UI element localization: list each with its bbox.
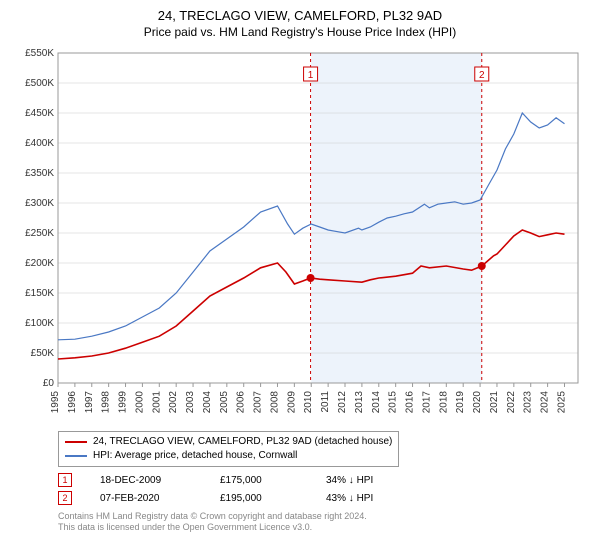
sale-marker: 2	[58, 491, 72, 505]
x-tick-label: 2013	[354, 391, 365, 414]
legend-item: HPI: Average price, detached house, Corn…	[65, 449, 392, 463]
legend-label: HPI: Average price, detached house, Corn…	[93, 449, 297, 463]
legend: 24, TRECLAGO VIEW, CAMELFORD, PL32 9AD (…	[58, 431, 399, 467]
x-tick-label: 2006	[236, 391, 247, 414]
y-tick-label: £350K	[25, 168, 54, 179]
y-tick-label: £150K	[25, 288, 54, 299]
x-tick-label: 2005	[219, 391, 230, 414]
y-tick-label: £200K	[25, 258, 54, 269]
footer-line-2: This data is licensed under the Open Gov…	[58, 522, 590, 533]
legend-swatch	[65, 441, 87, 443]
sale-row: 1 18-DEC-2009 £175,000 34% ↓ HPI	[58, 471, 590, 489]
y-tick-label: £300K	[25, 198, 54, 209]
x-tick-label: 2018	[438, 391, 449, 414]
x-tick-label: 2004	[202, 391, 213, 414]
y-tick-label: £250K	[25, 228, 54, 239]
y-tick-label: £400K	[25, 138, 54, 149]
sale-delta: 43% ↓ HPI	[326, 493, 373, 504]
x-tick-label: 1999	[118, 391, 129, 414]
price-chart: £0 £50K £100K £150K £200K £250K £300K £350K £400…	[10, 45, 590, 425]
x-tick-label: 1995	[50, 391, 61, 414]
x-tick-label: 2012	[337, 391, 348, 414]
x-tick-label: 2022	[506, 391, 517, 414]
x-tick-label: 1996	[67, 391, 78, 414]
sale-price: £175,000	[220, 475, 298, 486]
x-tick-label: 2021	[489, 391, 500, 414]
x-tick-label: 2020	[472, 391, 483, 414]
sale-price: £195,000	[220, 493, 298, 504]
sale-delta: 34% ↓ HPI	[326, 475, 373, 486]
y-tick-label: £50K	[31, 348, 55, 359]
y-tick-label: £450K	[25, 108, 54, 119]
sale-date: 07-FEB-2020	[100, 493, 192, 504]
footer-line-1: Contains HM Land Registry data © Crown c…	[58, 511, 590, 522]
x-tick-label: 2009	[286, 391, 297, 414]
footer-attribution: Contains HM Land Registry data © Crown c…	[58, 511, 590, 533]
x-tick-label: 2014	[371, 391, 382, 414]
x-tick-label: 2011	[320, 391, 331, 413]
y-tick-label: £100K	[25, 318, 54, 329]
legend-swatch	[65, 455, 87, 457]
sale-marker-label: 1	[308, 70, 314, 81]
x-tick-label: 2023	[523, 391, 534, 414]
x-tick-label: 2025	[556, 391, 567, 414]
x-tick-label: 1998	[101, 391, 112, 414]
sale-marker: 1	[58, 473, 72, 487]
sale-date: 18-DEC-2009	[100, 475, 192, 486]
sales-table: 1 18-DEC-2009 £175,000 34% ↓ HPI 2 07-FEB-202…	[58, 471, 590, 507]
x-tick-label: 1997	[84, 391, 95, 414]
sale-point	[307, 274, 315, 282]
x-tick-label: 2016	[405, 391, 416, 414]
legend-item: 24, TRECLAGO VIEW, CAMELFORD, PL32 9AD (…	[65, 435, 392, 449]
x-tick-label: 2003	[185, 391, 196, 414]
x-tick-label: 2007	[253, 391, 264, 414]
y-tick-label: £0	[43, 378, 55, 389]
y-tick-label: £550K	[25, 48, 54, 59]
x-tick-label: 2017	[421, 391, 432, 414]
legend-label: 24, TRECLAGO VIEW, CAMELFORD, PL32 9AD (…	[93, 435, 392, 449]
x-tick-label: 2000	[134, 391, 145, 414]
x-tick-label: 2002	[168, 391, 179, 414]
y-tick-label: £500K	[25, 78, 54, 89]
x-tick-label: 2024	[540, 391, 551, 414]
sale-marker-label: 2	[479, 70, 485, 81]
x-tick-label: 2001	[151, 391, 162, 414]
sale-row: 2 07-FEB-2020 £195,000 43% ↓ HPI	[58, 489, 590, 507]
x-tick-label: 2015	[388, 391, 399, 414]
page-title: 24, TRECLAGO VIEW, CAMELFORD, PL32 9AD	[10, 8, 590, 23]
sale-point	[478, 262, 486, 270]
x-tick-label: 2008	[269, 391, 280, 414]
x-tick-label: 2019	[455, 391, 466, 414]
x-tick-label: 2010	[303, 391, 314, 414]
page-subtitle: Price paid vs. HM Land Registry's House …	[10, 25, 590, 39]
